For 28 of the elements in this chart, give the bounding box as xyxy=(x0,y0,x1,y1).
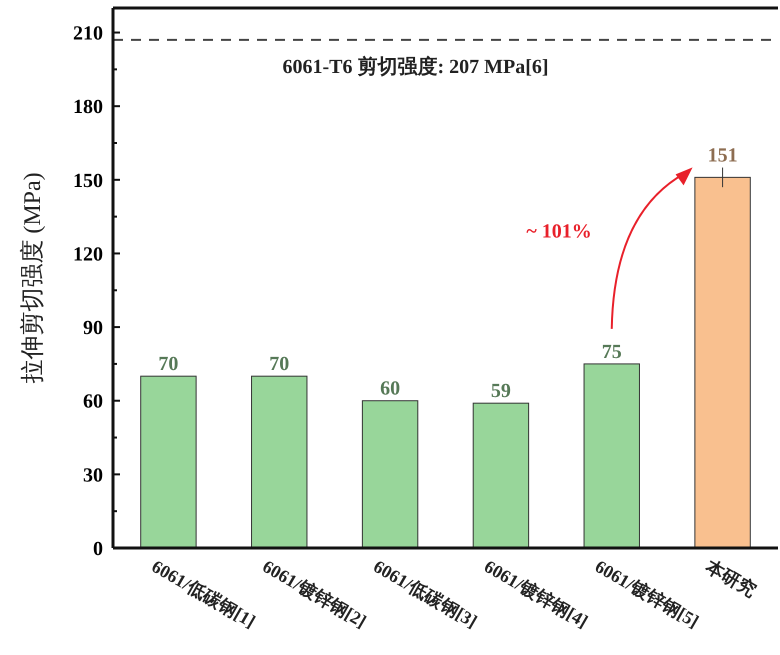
x-tick-label: 6061/镀锌钢[4] xyxy=(480,556,592,632)
bar xyxy=(584,363,640,548)
y-tick-label: 210 xyxy=(73,22,103,45)
data-label: 151 xyxy=(708,144,738,167)
data-label: 60 xyxy=(380,378,400,400)
ref-line-label: 6061-T6 剪切强度: 207 MPa[6] xyxy=(282,54,549,78)
y-tick-label: 60 xyxy=(83,390,103,413)
x-tick-label: 本研究 xyxy=(702,556,760,600)
bar xyxy=(362,400,418,548)
bar xyxy=(472,402,530,548)
x-tick-label: 6061/镀锌钢[2] xyxy=(259,556,370,632)
y-tick-label: 90 xyxy=(83,317,103,340)
bar xyxy=(140,376,197,548)
data-label: 70 xyxy=(158,353,178,376)
y-tick-label: 150 xyxy=(73,170,103,192)
y-axis-title: 拉伸剪切强度 (MPa) xyxy=(19,172,46,384)
bar xyxy=(251,376,308,548)
data-label: 59 xyxy=(490,380,511,402)
data-label: 75 xyxy=(602,340,622,363)
y-tick-label: 180 xyxy=(73,96,103,118)
annotation: ~ 101% xyxy=(526,220,592,242)
y-tick-label: 0 xyxy=(93,538,103,560)
x-tick-label: 6061/低碳钢[3] xyxy=(370,556,481,632)
data-label: 70 xyxy=(269,353,290,376)
x-tick-label: 6061/镀锌钢[5] xyxy=(592,556,702,632)
y-tick-label: 120 xyxy=(73,243,103,266)
y-tick-label: 30 xyxy=(83,464,103,486)
x-tick-label: 6061/低碳钢[1] xyxy=(148,556,259,632)
